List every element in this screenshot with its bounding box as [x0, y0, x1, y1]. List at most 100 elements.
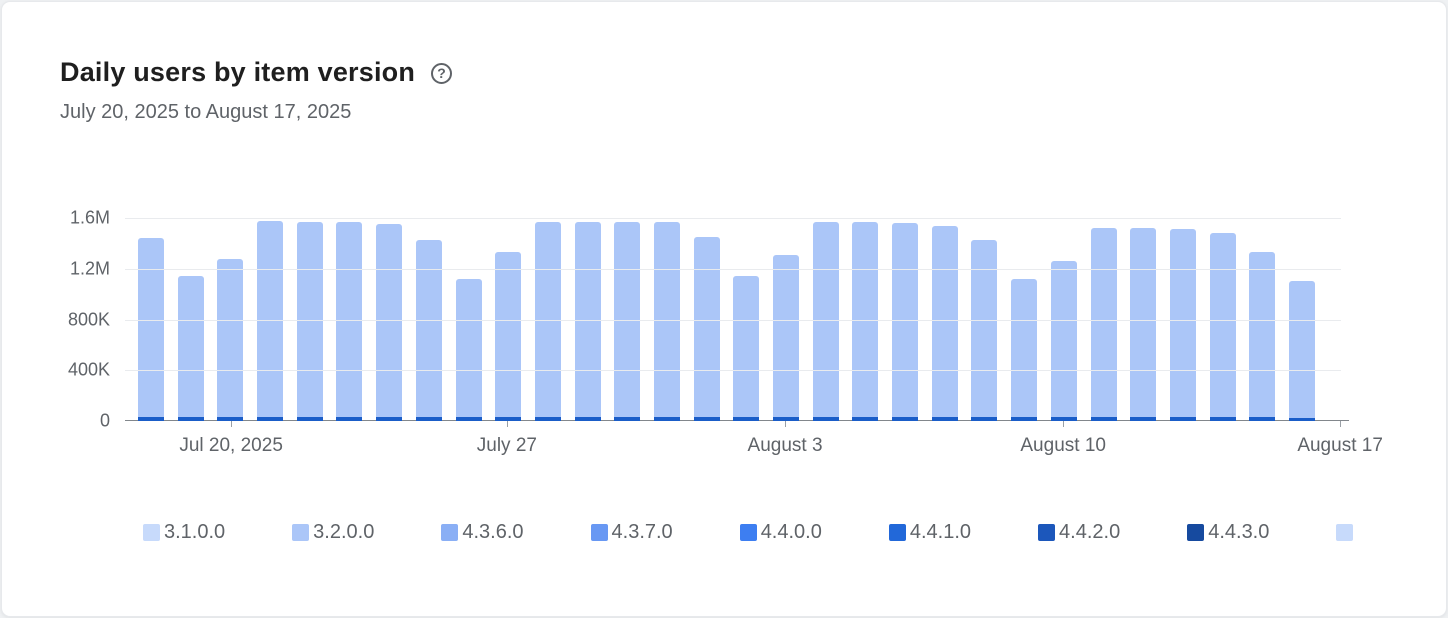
- help-circle-icon[interactable]: [431, 62, 453, 84]
- legend-item-4.4.1.0: 4.4.1.0: [888, 521, 972, 544]
- bar[interactable]: [376, 224, 403, 421]
- bar[interactable]: [653, 221, 680, 421]
- legend-label: 4.4.2.0: [1059, 521, 1121, 543]
- bar-dark-segment: [177, 417, 204, 421]
- bar-dark-segment: [931, 416, 958, 421]
- bar-dark-segment: [296, 416, 323, 421]
- bar[interactable]: [812, 221, 839, 421]
- gridline: [125, 319, 1341, 321]
- x-tick-label: August 17: [1297, 435, 1383, 456]
- legend-swatch: [1336, 524, 1354, 541]
- bar[interactable]: [1130, 228, 1157, 421]
- bar[interactable]: [1288, 281, 1315, 421]
- legend-swatch: [292, 524, 310, 541]
- x-tick-mark: [506, 421, 508, 427]
- bar[interactable]: [217, 258, 244, 421]
- bar[interactable]: [773, 254, 799, 421]
- bar[interactable]: [138, 238, 164, 421]
- bar[interactable]: [495, 252, 522, 421]
- y-axis-label: 400K: [67, 359, 110, 380]
- plot-area: Jul 20, 2025 July 27 August 3 August 10 Augu…: [68, 208, 1383, 457]
- bar-dark-segment: [812, 416, 839, 421]
- bar-dark-segment: [733, 417, 760, 421]
- bar[interactable]: [296, 221, 323, 421]
- bar-dark-segment: [773, 417, 799, 421]
- card-header: Daily users by item version: [2, 2, 1446, 92]
- bar-dark-segment: [495, 417, 522, 421]
- legend-swatch: [441, 524, 459, 541]
- legend-label: 3.1.0.0: [164, 521, 226, 543]
- bar-dark-segment: [1288, 417, 1315, 421]
- bar[interactable]: [257, 220, 284, 421]
- legend-item-4.4.2.0: 4.4.2.0: [1038, 521, 1120, 544]
- y-axis-label: 800K: [67, 309, 110, 329]
- x-tick-label: July 27: [476, 435, 537, 456]
- bar[interactable]: [1249, 252, 1276, 421]
- bar[interactable]: [1169, 229, 1196, 421]
- bar[interactable]: [1011, 278, 1038, 421]
- legend-label: 4.4.3.0: [1208, 521, 1270, 543]
- x-tick-mark: [1340, 421, 1342, 427]
- bars-container: [138, 218, 1315, 421]
- x-tick-mark: [1063, 421, 1065, 427]
- legend-label: 4.3.7.0: [611, 521, 673, 543]
- bar-chart: Jul 20, 2025 July 27 August 3 August 10 Augu…: [68, 208, 1383, 457]
- bar[interactable]: [534, 221, 561, 421]
- bar-dark-segment: [1011, 417, 1038, 421]
- bar-dark-segment: [852, 416, 879, 421]
- legend-item-4.4.0.0: 4.4.0.0: [739, 521, 822, 544]
- chart-title: Daily users by item version: [60, 57, 416, 87]
- gridline: [125, 370, 1341, 372]
- legend-label: 4.3.6.0: [462, 521, 524, 543]
- legend-item-partial: [1336, 524, 1357, 541]
- bar-dark-segment: [693, 416, 720, 421]
- bar-dark-segment: [971, 416, 998, 421]
- legend-swatch: [888, 524, 906, 541]
- bar[interactable]: [852, 221, 879, 421]
- bar[interactable]: [336, 221, 363, 421]
- y-axis-label: 0: [99, 410, 110, 431]
- bar[interactable]: [733, 276, 760, 421]
- bar-dark-segment: [892, 416, 919, 421]
- bar[interactable]: [415, 239, 442, 421]
- bar-dark-segment: [138, 416, 164, 421]
- legend-label: 4.4.0.0: [760, 521, 822, 543]
- legend-swatch: [143, 524, 160, 541]
- bar[interactable]: [455, 278, 482, 421]
- bar-dark-segment: [534, 416, 561, 421]
- bar[interactable]: [1050, 261, 1077, 421]
- bar-dark-segment: [1050, 417, 1077, 421]
- legend-item-4.3.7.0: 4.3.7.0: [590, 521, 673, 544]
- legend-label: 4.4.1.0: [909, 521, 972, 543]
- bar[interactable]: [1090, 228, 1117, 421]
- date-range-label: July 20, 2025 to August 17, 2025: [60, 101, 352, 123]
- x-tick-mark: [231, 421, 233, 427]
- bar-dark-segment: [336, 416, 363, 421]
- bar[interactable]: [971, 239, 998, 421]
- legend-swatch: [590, 524, 608, 541]
- bar-dark-segment: [614, 416, 641, 421]
- bar-dark-segment: [653, 416, 680, 421]
- bar[interactable]: [892, 223, 919, 421]
- bar-dark-segment: [1130, 416, 1157, 421]
- bar[interactable]: [693, 237, 720, 421]
- bar[interactable]: [614, 221, 641, 421]
- x-tick-label: August 10: [1020, 435, 1106, 456]
- x-tick-label: Jul 20, 2025: [179, 435, 283, 456]
- legend-swatch: [1187, 524, 1205, 541]
- legend-swatch: [739, 524, 757, 541]
- bar[interactable]: [574, 221, 601, 421]
- bar-dark-segment: [1169, 416, 1196, 421]
- bar[interactable]: [931, 225, 958, 421]
- bar[interactable]: [177, 276, 204, 421]
- y-axis-label: 1.6M: [69, 207, 110, 228]
- gridline: [125, 218, 1341, 219]
- legend-label: 3.2.0.0: [313, 521, 375, 543]
- bar[interactable]: [1209, 233, 1236, 421]
- bar-dark-segment: [455, 417, 482, 421]
- bar-dark-segment: [1249, 417, 1276, 421]
- legend-item-3.2.0.0: 3.2.0.0: [292, 521, 374, 544]
- bar-dark-segment: [217, 417, 244, 421]
